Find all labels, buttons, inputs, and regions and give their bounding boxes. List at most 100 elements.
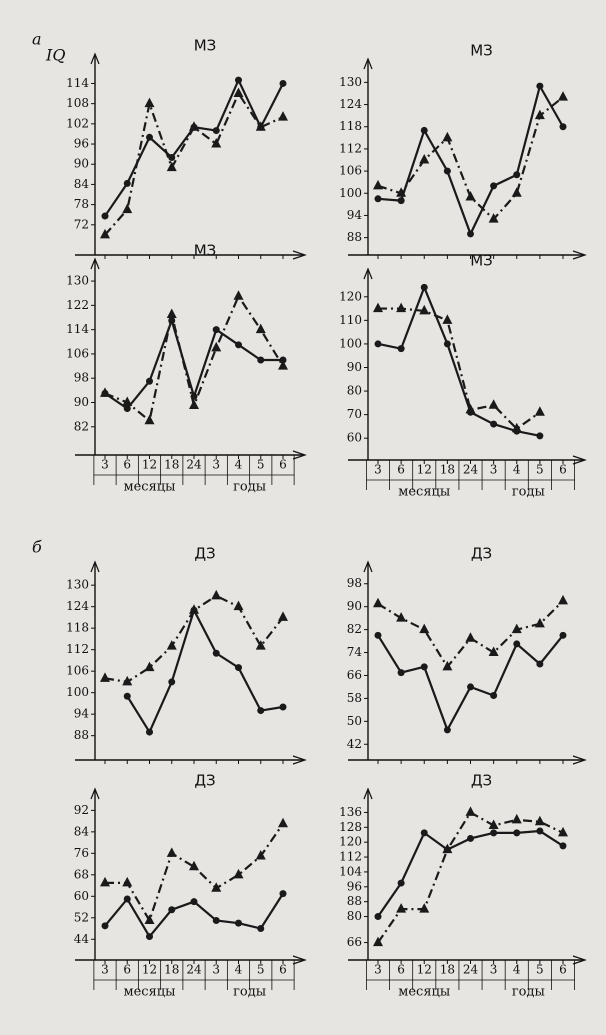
x-axis-arrow xyxy=(572,250,587,260)
x-axis-arrow xyxy=(292,755,307,765)
y-axis-arrow xyxy=(90,257,100,270)
y-axis-arrow xyxy=(363,560,373,573)
x-tick-label: 12 xyxy=(142,963,157,977)
y-tick-label: 90 xyxy=(347,599,362,613)
marker xyxy=(212,127,220,135)
y-tick-label: 50 xyxy=(347,714,362,728)
marker xyxy=(190,898,198,906)
marker xyxy=(534,815,545,826)
y-tick-label: 106 xyxy=(339,164,362,178)
y-tick-label: 78 xyxy=(74,197,89,211)
marker xyxy=(490,182,498,190)
y-tick-label: 118 xyxy=(339,119,362,133)
x-tick-label: 4 xyxy=(235,963,243,977)
marker xyxy=(166,847,177,857)
marker xyxy=(467,834,474,842)
marker xyxy=(513,829,521,837)
x-tick-label: 24 xyxy=(186,963,202,977)
marker xyxy=(278,817,288,828)
marker xyxy=(490,829,498,837)
y-tick-label: 112 xyxy=(339,850,362,864)
marker xyxy=(397,879,405,887)
y-tick-label: 60 xyxy=(347,431,362,445)
marker xyxy=(278,111,288,121)
marker xyxy=(373,179,383,190)
x-tick-label: 18 xyxy=(164,963,179,977)
y-axis-arrow xyxy=(363,787,373,800)
x-axis-arrow xyxy=(292,955,307,965)
y-tick-label: 122 xyxy=(66,298,89,312)
x-tick-label: 5 xyxy=(257,458,265,472)
y-tick-label: 94 xyxy=(74,707,90,721)
x-tick-label: 3 xyxy=(374,463,382,477)
x-tick-label: 24 xyxy=(463,963,479,977)
marker xyxy=(101,922,109,930)
y-tick-label: 80 xyxy=(347,909,362,923)
marker xyxy=(513,171,521,179)
marker xyxy=(144,914,155,924)
series-line xyxy=(378,307,541,431)
marker xyxy=(374,195,382,203)
marker xyxy=(233,290,244,300)
y-tick-label: 120 xyxy=(339,289,362,303)
chart-title: ДЗ xyxy=(194,545,215,563)
y-axis-arrow xyxy=(363,57,373,70)
x-tick-label: 3 xyxy=(374,963,382,977)
x-tick-label: 5 xyxy=(257,963,265,977)
marker xyxy=(144,661,155,672)
marker xyxy=(233,600,244,611)
marker xyxy=(166,161,177,172)
group-label: годы xyxy=(233,985,266,1000)
y-tick-label: 106 xyxy=(66,346,89,360)
marker xyxy=(513,640,521,648)
y-tick-label: 58 xyxy=(347,691,362,705)
x-tick-label: 12 xyxy=(142,458,157,472)
marker xyxy=(397,669,405,677)
marker xyxy=(146,728,153,736)
marker xyxy=(419,903,430,913)
x-tick-label: 18 xyxy=(440,463,455,477)
panel-label: а xyxy=(32,30,42,49)
group-label: месяцы xyxy=(124,985,176,1000)
marker xyxy=(511,187,522,197)
marker xyxy=(420,126,428,134)
marker xyxy=(396,612,407,622)
x-tick-label: 3 xyxy=(101,963,109,977)
y-tick-label: 90 xyxy=(74,157,89,171)
marker xyxy=(123,692,131,700)
marker xyxy=(465,403,476,414)
marker xyxy=(558,826,568,837)
marker xyxy=(123,405,131,413)
y-tick-label: 130 xyxy=(66,274,89,288)
x-axis-arrow xyxy=(572,455,587,465)
x-tick-label: 24 xyxy=(463,463,479,477)
marker xyxy=(488,646,499,657)
y-tick-label: 124 xyxy=(339,97,362,111)
marker xyxy=(168,154,176,161)
y-tick-label: 130 xyxy=(66,578,89,592)
marker xyxy=(442,314,453,324)
marker xyxy=(488,819,499,829)
marker xyxy=(168,906,176,914)
marker xyxy=(189,121,199,131)
marker xyxy=(212,326,220,334)
marker xyxy=(211,882,222,892)
panel-label: б xyxy=(32,538,42,557)
x-tick-label: 6 xyxy=(279,458,287,472)
marker xyxy=(558,91,568,101)
marker xyxy=(374,913,382,921)
x-axis-arrow xyxy=(572,955,587,965)
marker xyxy=(536,827,544,835)
marker xyxy=(490,692,498,700)
x-axis-arrow xyxy=(292,250,307,260)
x-tick-label: 12 xyxy=(417,463,432,477)
chart-title: МЗ xyxy=(470,42,493,60)
marker xyxy=(255,323,266,334)
marker xyxy=(558,594,568,605)
chart-title: МЗ xyxy=(470,252,493,270)
x-tick-label: 24 xyxy=(186,458,202,472)
marker xyxy=(278,611,288,621)
marker xyxy=(490,420,498,428)
